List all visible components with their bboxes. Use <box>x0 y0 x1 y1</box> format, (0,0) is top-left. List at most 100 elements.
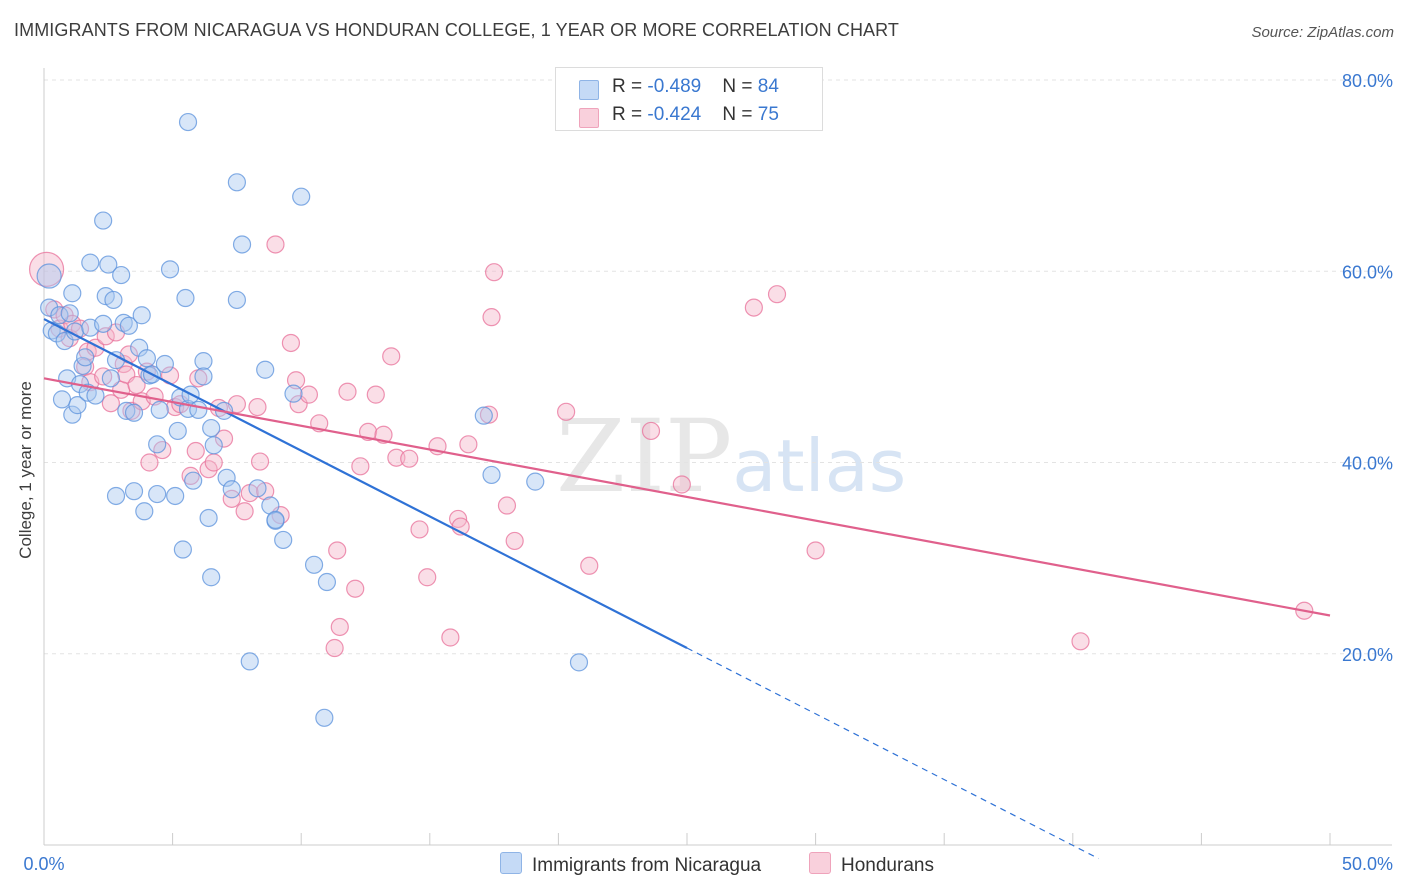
stats-r-value: -0.424 <box>647 104 702 125</box>
honduran-point <box>418 568 437 587</box>
stats-n-label: N = <box>722 76 758 97</box>
nicaragua-point <box>240 652 259 671</box>
nicaragua-point <box>137 349 156 368</box>
honduran-point <box>266 235 285 254</box>
nicaragua-point <box>227 290 246 310</box>
honduran-point <box>338 382 357 401</box>
nicaragua-point <box>168 421 187 441</box>
honduran-point <box>1071 632 1090 651</box>
nicaragua-point <box>148 435 167 454</box>
legend-label-nicaragua: Immigrants from Nicaragua <box>532 855 762 876</box>
nicaragua-point <box>248 479 267 498</box>
nicaragua-point <box>68 396 87 415</box>
nicaragua-point <box>124 482 144 501</box>
nicaragua-point <box>114 313 133 332</box>
nicaragua-trend-line <box>43 318 688 649</box>
stats-r-label: R = <box>612 104 648 125</box>
honduran-point <box>580 556 599 575</box>
honduran-point <box>641 421 661 441</box>
y-axis-label: College, 1 year or more <box>16 381 35 559</box>
honduran-point <box>505 531 524 551</box>
nicaragua-point <box>222 480 241 499</box>
nicaragua-point <box>76 348 95 367</box>
source-label: Source: ZipAtlas.com <box>1251 24 1394 41</box>
nicaragua-point <box>63 284 82 303</box>
honduran-point <box>186 441 205 461</box>
watermark-zip: ZIP <box>556 398 733 515</box>
honduran-point <box>235 502 254 521</box>
nicaragua-point <box>284 384 303 403</box>
nicaragua-point <box>274 530 293 550</box>
honduran-point <box>101 394 120 413</box>
legend-item-nicaragua[interactable]: Immigrants from Nicaragua <box>500 852 761 877</box>
honduran-point <box>358 422 378 441</box>
nicaragua-point <box>526 472 545 491</box>
honduran-point <box>325 638 344 658</box>
nicaragua-point <box>166 486 185 506</box>
honduran-point <box>767 285 787 304</box>
legend-item-hondurans[interactable]: Hondurans <box>809 852 934 877</box>
honduran-point <box>330 617 349 637</box>
nicaragua-point <box>266 510 285 529</box>
honduran-point <box>374 425 393 444</box>
nicaragua-point <box>173 540 192 559</box>
stats-n-value: 84 <box>757 76 779 97</box>
honduran-point <box>479 405 499 424</box>
nicaragua-point <box>36 263 62 289</box>
honduran-point <box>281 333 301 353</box>
nicaragua-point <box>482 465 501 485</box>
x-tick-label: 0.0% <box>23 854 64 874</box>
nicaragua-point <box>60 304 79 323</box>
legend-label-hondurans: Hondurans <box>841 855 934 876</box>
nicaragua-point <box>63 405 82 424</box>
nicaragua-point <box>106 486 126 506</box>
nicaragua-point <box>317 572 337 592</box>
nicaragua-point <box>81 253 100 272</box>
nicaragua-point <box>150 400 169 420</box>
honduran-point <box>250 452 270 471</box>
nicaragua-point <box>94 314 113 333</box>
nicaragua-point <box>160 260 180 279</box>
nicaragua-point <box>155 354 174 374</box>
honduran-point <box>482 308 501 327</box>
stats-swatch-hondurans <box>579 108 599 128</box>
nicaragua-point <box>184 471 203 490</box>
honduran-point <box>441 628 460 647</box>
nicaragua-point <box>256 360 275 379</box>
nicaragua-point <box>304 555 324 574</box>
stats-r-value: -0.489 <box>647 76 702 97</box>
honduran-point <box>744 298 763 317</box>
nicaragua-point <box>199 508 218 528</box>
nicaragua-point <box>292 187 311 206</box>
honduran-point <box>181 466 200 485</box>
nicaragua-point <box>101 369 120 388</box>
honduran-point <box>806 541 825 560</box>
honduran-point <box>248 397 267 417</box>
honduran-point <box>387 448 406 467</box>
honduran-point <box>140 453 159 472</box>
nicaragua-point <box>148 484 167 504</box>
honduran-point <box>153 440 172 460</box>
x-tick-label: 50.0% <box>1342 854 1393 874</box>
honduran-point <box>214 429 234 448</box>
nicaragua-point <box>232 235 252 254</box>
nicaragua-point <box>112 265 131 285</box>
honduran-point <box>557 402 576 421</box>
nicaragua-point <box>202 568 221 587</box>
honduran-trend-line <box>43 377 1331 617</box>
honduran-point <box>222 489 241 508</box>
y-tick-label: 40.0% <box>1342 454 1393 474</box>
nicaragua-point <box>135 502 154 521</box>
stats-n-label: N = <box>722 104 758 125</box>
nicaragua-point <box>315 708 334 727</box>
honduran-point <box>400 449 419 468</box>
honduran-point <box>28 251 65 287</box>
nicaragua-point <box>227 173 246 192</box>
nicaragua-point <box>204 436 223 455</box>
nicaragua-point <box>569 653 589 672</box>
nicaragua-point <box>202 418 221 438</box>
nicaragua-point <box>176 288 195 308</box>
nicaragua-point <box>40 298 59 317</box>
nicaragua-point <box>124 403 144 422</box>
